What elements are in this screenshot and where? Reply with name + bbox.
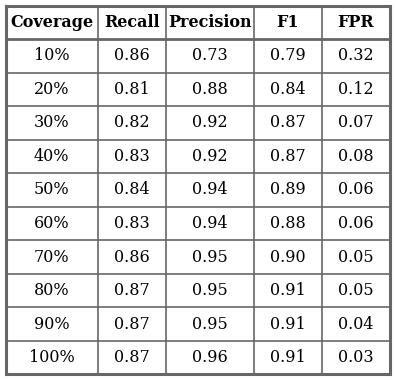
Text: 0.92: 0.92: [192, 114, 228, 131]
Text: 0.79: 0.79: [270, 48, 306, 65]
Text: 0.07: 0.07: [338, 114, 374, 131]
Text: 30%: 30%: [34, 114, 70, 131]
Text: 0.95: 0.95: [192, 249, 228, 266]
Text: 0.87: 0.87: [270, 148, 306, 165]
Text: 0.91: 0.91: [270, 315, 306, 332]
Text: 0.06: 0.06: [338, 215, 374, 232]
Text: 0.32: 0.32: [338, 48, 374, 65]
Text: Precision: Precision: [168, 14, 251, 31]
Text: FPR: FPR: [338, 14, 374, 31]
Text: 0.96: 0.96: [192, 349, 228, 366]
Text: 0.87: 0.87: [114, 282, 150, 299]
Text: 0.95: 0.95: [192, 282, 228, 299]
Text: 0.89: 0.89: [270, 182, 306, 198]
Text: 0.87: 0.87: [114, 315, 150, 332]
Text: 60%: 60%: [34, 215, 70, 232]
Text: 0.73: 0.73: [192, 48, 228, 65]
Text: 0.95: 0.95: [192, 315, 228, 332]
Text: 50%: 50%: [34, 182, 70, 198]
Text: 10%: 10%: [34, 48, 70, 65]
Text: 100%: 100%: [29, 349, 74, 366]
Text: 80%: 80%: [34, 282, 70, 299]
Text: 0.04: 0.04: [338, 315, 374, 332]
Text: 0.03: 0.03: [338, 349, 374, 366]
Text: 0.81: 0.81: [114, 81, 150, 98]
Text: 0.05: 0.05: [338, 249, 374, 266]
Text: 0.88: 0.88: [270, 215, 306, 232]
Text: 0.88: 0.88: [192, 81, 228, 98]
Text: 0.86: 0.86: [114, 48, 150, 65]
Text: 0.87: 0.87: [114, 349, 150, 366]
Text: 0.84: 0.84: [114, 182, 150, 198]
Text: 0.90: 0.90: [270, 249, 305, 266]
Text: 0.12: 0.12: [338, 81, 374, 98]
Text: 0.83: 0.83: [114, 215, 150, 232]
Text: Recall: Recall: [104, 14, 160, 31]
Text: 90%: 90%: [34, 315, 70, 332]
Text: 0.94: 0.94: [192, 182, 228, 198]
Text: 0.87: 0.87: [270, 114, 306, 131]
Text: 0.05: 0.05: [338, 282, 374, 299]
Text: 0.92: 0.92: [192, 148, 228, 165]
Text: 0.91: 0.91: [270, 349, 306, 366]
Text: 0.06: 0.06: [338, 182, 374, 198]
Text: 40%: 40%: [34, 148, 70, 165]
Text: 0.94: 0.94: [192, 215, 228, 232]
Text: 0.82: 0.82: [114, 114, 150, 131]
Text: 70%: 70%: [34, 249, 70, 266]
Text: F1: F1: [276, 14, 299, 31]
Text: 0.83: 0.83: [114, 148, 150, 165]
Text: 0.86: 0.86: [114, 249, 150, 266]
Text: 0.08: 0.08: [338, 148, 374, 165]
Text: 0.84: 0.84: [270, 81, 305, 98]
Text: Coverage: Coverage: [10, 14, 93, 31]
Text: 20%: 20%: [34, 81, 70, 98]
Text: 0.91: 0.91: [270, 282, 306, 299]
